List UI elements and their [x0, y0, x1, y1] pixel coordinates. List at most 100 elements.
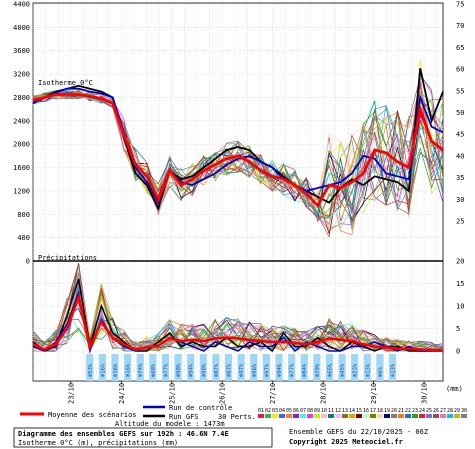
- perturbation-lines: [32, 59, 444, 353]
- copyright: Copyright 2025 Meteociel.fr: [289, 438, 403, 446]
- pert-swatch: [258, 414, 264, 418]
- pert-swatch: [412, 414, 418, 418]
- pert-id-label: 21: [398, 408, 404, 414]
- legend-gfs: Run GFS: [169, 413, 199, 421]
- pert-id-label: 19: [384, 408, 390, 414]
- snow-cell: [388, 354, 397, 381]
- date-label: 29/10: [370, 383, 378, 404]
- date-label: 24/10: [118, 383, 126, 404]
- snow-cell: [376, 354, 384, 381]
- snow-percent-label: ❄13%: [391, 363, 397, 377]
- right-tick-label: 45: [456, 131, 464, 139]
- pert-id-label: 12: [335, 408, 341, 414]
- snow-cell: [325, 354, 334, 381]
- snow-percent-label: ❄53%: [88, 363, 94, 377]
- pert-id-label: 24: [419, 408, 425, 414]
- left-tick-label: 4400: [13, 1, 30, 9]
- right-tick-label: 5: [456, 325, 460, 333]
- pert-id-label: 03: [272, 408, 278, 414]
- left-tick-label: 1200: [13, 187, 30, 195]
- gfs-precip-line: [32, 278, 443, 353]
- mean-precip-line: [32, 292, 444, 352]
- snow-cell: [300, 354, 308, 381]
- pert-id-label: 15: [356, 408, 362, 414]
- pert-swatch: [300, 414, 306, 418]
- freezing-section-label: Isotherme 0°C: [38, 79, 93, 87]
- right-tick-label: 70: [456, 22, 464, 30]
- left-tick-label: 400: [17, 234, 30, 242]
- snow-percent-label: ❄79%: [315, 363, 321, 377]
- pert-swatch: [391, 414, 397, 418]
- pert-line-freezing-15: [32, 91, 444, 234]
- pert-id-label: 13: [342, 408, 348, 414]
- right-tick-label: 0: [456, 348, 460, 356]
- left-tick-label: 1600: [13, 164, 30, 172]
- snow-percent-label: ❄90%: [201, 363, 207, 377]
- legend-perts: 30 Perts.: [218, 413, 256, 421]
- snow-cell: [363, 354, 371, 381]
- pert-swatch: [454, 414, 460, 418]
- pert-swatch: [433, 414, 439, 418]
- snow-cell: [237, 354, 245, 381]
- date-label: 23/10: [67, 383, 75, 404]
- snow-cell: [351, 354, 359, 381]
- snow-percent-label: ❄87%: [214, 363, 220, 377]
- ensemble-run: Ensemble GEFS du 22/10/2025 - 06Z: [289, 428, 428, 436]
- left-tick-label: 3200: [13, 71, 30, 79]
- snow-percent-label: ❄94%: [189, 363, 195, 377]
- snow-cell: [124, 354, 132, 381]
- left-axis: 4400400036003200280024002000160012008004…: [13, 1, 30, 266]
- right-tick-label: 40: [456, 152, 464, 160]
- pert-line-precip-30: [32, 272, 443, 352]
- pert-swatch: [447, 414, 453, 418]
- chart-title: Diagramme des ensembles GEFS sur 192h : …: [18, 430, 229, 438]
- right-tick-label: 65: [456, 44, 464, 52]
- snow-percent-label: ❄87%: [227, 363, 233, 377]
- pert-swatch: [363, 414, 369, 418]
- snow-percent-label: ❄16%: [100, 363, 106, 377]
- pert-id-label: 26: [433, 408, 439, 414]
- pert-swatch: [286, 414, 292, 418]
- snow-cell: [187, 354, 195, 381]
- pert-line-freezing-30: [32, 91, 444, 224]
- precip-section-label: Précipitations: [38, 254, 97, 262]
- pert-swatch: [440, 414, 446, 418]
- date-label: 30/10: [421, 383, 429, 404]
- snow-percent-label: ❄68%: [151, 363, 157, 377]
- date-label: 28/10: [320, 383, 328, 404]
- precip-unit: (mm): [446, 385, 463, 393]
- pert-swatch: [279, 414, 285, 418]
- snow-cell: [111, 354, 119, 381]
- snow-percent-label: ❄45%: [340, 363, 346, 377]
- snow-cell: [98, 354, 106, 381]
- pert-swatch: [405, 414, 411, 418]
- control-precip-line: [32, 289, 443, 354]
- snow-percent-label: ❄84%: [302, 363, 308, 377]
- pert-swatch: [293, 414, 299, 418]
- right-tick-label: 20: [456, 258, 464, 266]
- right-tick-label: 35: [456, 174, 464, 182]
- pert-swatch: [377, 414, 383, 418]
- pert-line-freezing-27: [32, 92, 444, 224]
- pert-line-precip-10: [32, 263, 443, 352]
- pert-id-label: 25: [426, 408, 432, 414]
- right-tick-label: 75: [456, 1, 464, 9]
- legend-mean: Moyenne des scénarios: [48, 411, 137, 419]
- pert-swatch: [384, 414, 390, 418]
- pert-swatch: [307, 414, 313, 418]
- date-label: 26/10: [219, 383, 227, 404]
- control-freezing-line: [32, 87, 444, 205]
- chart-subtitle: Isotherme 0°C (m), précipitations (mm): [18, 439, 178, 447]
- pert-swatch: [328, 414, 334, 418]
- pert-id-label: 07: [300, 408, 306, 414]
- right-tick-label: 25: [456, 218, 464, 226]
- snow-percent-label: ❄65%: [327, 363, 333, 377]
- right-tick-label: 10: [456, 303, 464, 311]
- pert-id-label: 09: [314, 408, 320, 414]
- snow-percent-label: ❄94%: [277, 363, 283, 377]
- pert-id-label: 30: [461, 408, 467, 414]
- right-tick-label: 50: [456, 109, 464, 117]
- left-tick-label: 3600: [13, 47, 30, 55]
- right-tick-label: 60: [456, 66, 464, 74]
